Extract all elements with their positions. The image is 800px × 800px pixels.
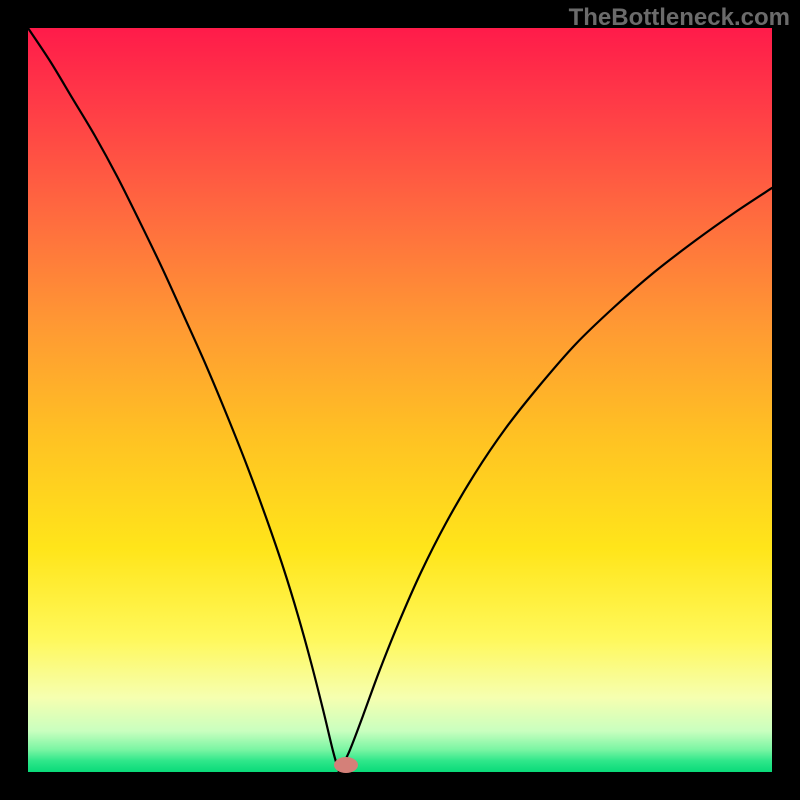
plot-area bbox=[28, 28, 772, 772]
watermark-text: TheBottleneck.com bbox=[569, 4, 790, 32]
gradient-background bbox=[28, 28, 772, 772]
bottleneck-curve bbox=[28, 28, 772, 772]
notch-marker bbox=[334, 757, 358, 773]
chart-frame: TheBottleneck.com bbox=[0, 0, 800, 800]
